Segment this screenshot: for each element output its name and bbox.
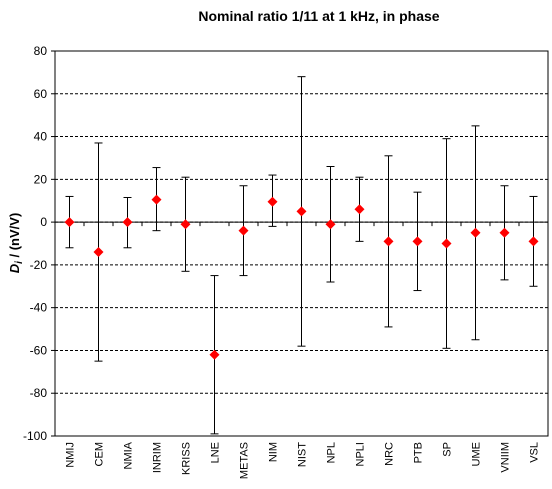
y-axis-label-main: D (7, 263, 22, 273)
x-tick-label: UME (471, 442, 483, 466)
x-tick-label: NIM (268, 442, 280, 462)
x-tick-label: NRC (384, 442, 396, 466)
data-point-marker (238, 225, 249, 236)
x-tick-label: NIST (297, 442, 309, 467)
data-point-marker (93, 247, 104, 258)
data-point-marker (412, 236, 423, 247)
x-tick-label: NPLI (355, 442, 367, 466)
y-axis-label-subscript: i (14, 261, 25, 264)
x-tick-label: NPL (326, 442, 338, 463)
plot-area (54, 50, 549, 437)
y-tick-label: -100 (23, 429, 47, 443)
y-tick-label: -20 (30, 258, 48, 272)
data-point-marker (441, 238, 452, 249)
x-tick-label: NMIA (123, 441, 135, 469)
x-tick-label: VNIIM (500, 442, 512, 473)
y-tick-label: -80 (30, 386, 48, 400)
x-axis: NMIJ CEM NMIA INRIM KRISS LNE METAS NIM NIST NPL N… (54, 222, 549, 479)
x-tick-label: INRIM (152, 442, 164, 473)
data-point-marker (499, 227, 510, 238)
x-tick-label: VSL (529, 442, 541, 463)
data-point-marker (325, 219, 336, 230)
x-tick-label: PTB (413, 442, 425, 463)
y-tick-label: -60 (30, 343, 48, 357)
y-tick-label: -40 (30, 301, 48, 315)
data-point-marker (122, 217, 133, 228)
data-point-marker (354, 204, 365, 215)
chart-title: Nominal ratio 1/11 at 1 kHz, in phase (198, 8, 439, 24)
x-tick-label: KRISS (181, 442, 193, 475)
data-point-marker (209, 349, 220, 360)
y-axis-label: Di / (nV/V) (7, 213, 25, 274)
y-tick-label: 60 (34, 87, 48, 101)
y-tick-label: 80 (34, 44, 48, 58)
data-point-marker (151, 194, 162, 205)
x-tick-label: SP (442, 442, 454, 457)
y-axis: -100 -80 -60 -40 -20 0 20 40 60 80 (23, 44, 55, 443)
data-point-marker (64, 217, 75, 228)
x-tick-label: METAS (239, 442, 251, 479)
data-point-marker (528, 236, 539, 247)
data-points (64, 194, 539, 360)
data-point-marker (296, 206, 307, 217)
data-point-marker (470, 227, 481, 238)
data-point-marker (383, 236, 394, 247)
y-axis-label-unit: / (nV/V) (7, 213, 22, 261)
x-tick-label: CEM (94, 442, 106, 466)
y-tick-label: 0 (40, 215, 47, 229)
data-point-marker (267, 196, 278, 207)
error-bars (65, 76, 538, 435)
x-tick-label: LNE (210, 442, 222, 463)
y-tick-label: 20 (34, 172, 48, 186)
y-tick-label: 40 (34, 130, 48, 144)
x-tick-label: NMIJ (65, 442, 77, 468)
data-point-marker (180, 219, 191, 230)
